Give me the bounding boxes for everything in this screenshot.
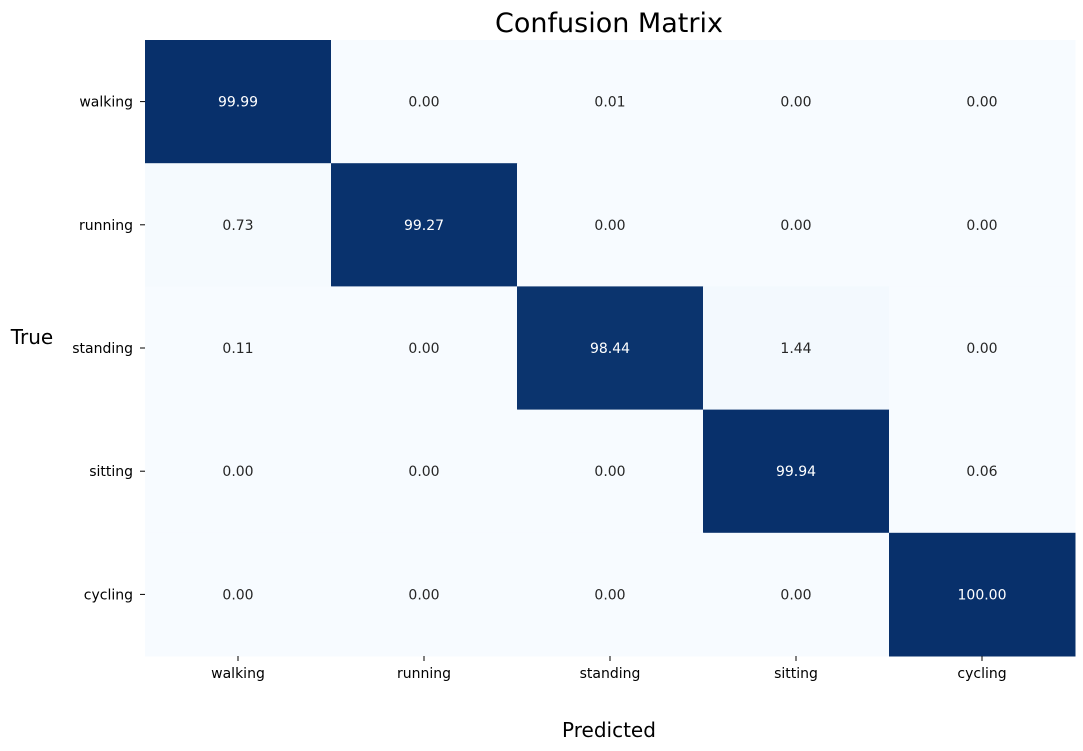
- cell-value-label: 0.00: [408, 464, 439, 480]
- cell-value-label: 99.94: [776, 464, 816, 480]
- cell-value-label: 0.06: [966, 464, 997, 480]
- y-tick-label: cycling: [84, 587, 133, 603]
- cell-value-label: 0.00: [780, 587, 811, 603]
- heatmap-cell: [703, 409, 890, 534]
- heatmap-cell: [889, 532, 1076, 657]
- cell-value-label: 0.00: [780, 95, 811, 111]
- heatmap-cell-labels: 99.99 0.00 0.01 0.00 0.00 0.73 99.27 0.00 0.00 0.…: [218, 95, 1007, 604]
- cell-value-label: 0.00: [222, 464, 253, 480]
- cell-value-label: 0.00: [966, 95, 997, 111]
- heatmap-cell: [889, 409, 1076, 534]
- y-tick-label: standing: [72, 341, 133, 357]
- heatmap-cell: [145, 532, 332, 657]
- cell-value-label: 0.00: [222, 587, 253, 603]
- heatmap-cell: [703, 40, 890, 164]
- heatmap-cell: [145, 286, 332, 411]
- heatmap-cell: [889, 163, 1076, 287]
- cell-value-label: 0.00: [408, 95, 439, 111]
- cell-value-label: 0.00: [594, 587, 625, 603]
- heatmap-cell: [145, 40, 332, 164]
- cell-value-label: 0.00: [594, 464, 625, 480]
- x-axis: walking running standing sitting cycling: [211, 656, 1007, 682]
- heatmap-cell: [889, 286, 1076, 411]
- heatmap-cell: [703, 532, 890, 657]
- heatmap-cell: [517, 286, 704, 411]
- x-tick-label: cycling: [957, 666, 1006, 682]
- x-tick-label: standing: [580, 666, 641, 682]
- heatmap-cell: [145, 163, 332, 287]
- cell-value-label: 0.00: [594, 218, 625, 234]
- cell-value-label: 0.00: [966, 218, 997, 234]
- cell-value-label: 100.00: [958, 587, 1007, 603]
- cell-value-label: 0.01: [594, 95, 625, 111]
- heatmap-cell: [145, 409, 332, 534]
- heatmap-cells: [145, 40, 1076, 657]
- heatmap-cell: [517, 532, 704, 657]
- x-tick-label: walking: [211, 666, 265, 682]
- heatmap-cell: [703, 286, 890, 411]
- cell-value-label: 0.00: [966, 341, 997, 357]
- cell-value-label: 1.44: [780, 341, 811, 357]
- x-tick-label: running: [397, 666, 451, 682]
- heatmap-cell: [331, 409, 518, 534]
- heatmap-cell: [331, 286, 518, 411]
- heatmap-cell: [517, 163, 704, 287]
- heatmap-cell: [889, 40, 1076, 164]
- heatmap-cell: [331, 40, 518, 164]
- cell-value-label: 0.00: [408, 341, 439, 357]
- y-tick-label: sitting: [89, 464, 133, 480]
- heatmap-cell: [703, 163, 890, 287]
- cell-value-label: 0.00: [780, 218, 811, 234]
- x-tick-label: sitting: [774, 666, 818, 682]
- heatmap-cell: [517, 40, 704, 164]
- cell-value-label: 0.11: [222, 341, 253, 357]
- heatmap-cell: [331, 163, 518, 287]
- cell-value-label: 99.99: [218, 95, 258, 111]
- cell-value-label: 99.27: [404, 218, 444, 234]
- cell-value-label: 0.00: [408, 587, 439, 603]
- y-tick-label: walking: [79, 95, 133, 111]
- cell-value-label: 0.73: [222, 218, 253, 234]
- chart-title: Confusion Matrix: [495, 8, 723, 39]
- heatmap-cell: [331, 532, 518, 657]
- y-axis: walking running standing sitting cycling: [72, 95, 145, 603]
- y-axis-label: True: [10, 325, 53, 349]
- x-axis-label: Predicted: [562, 718, 656, 742]
- y-tick-label: running: [79, 218, 133, 234]
- cell-value-label: 98.44: [590, 341, 630, 357]
- heatmap-cell: [517, 409, 704, 534]
